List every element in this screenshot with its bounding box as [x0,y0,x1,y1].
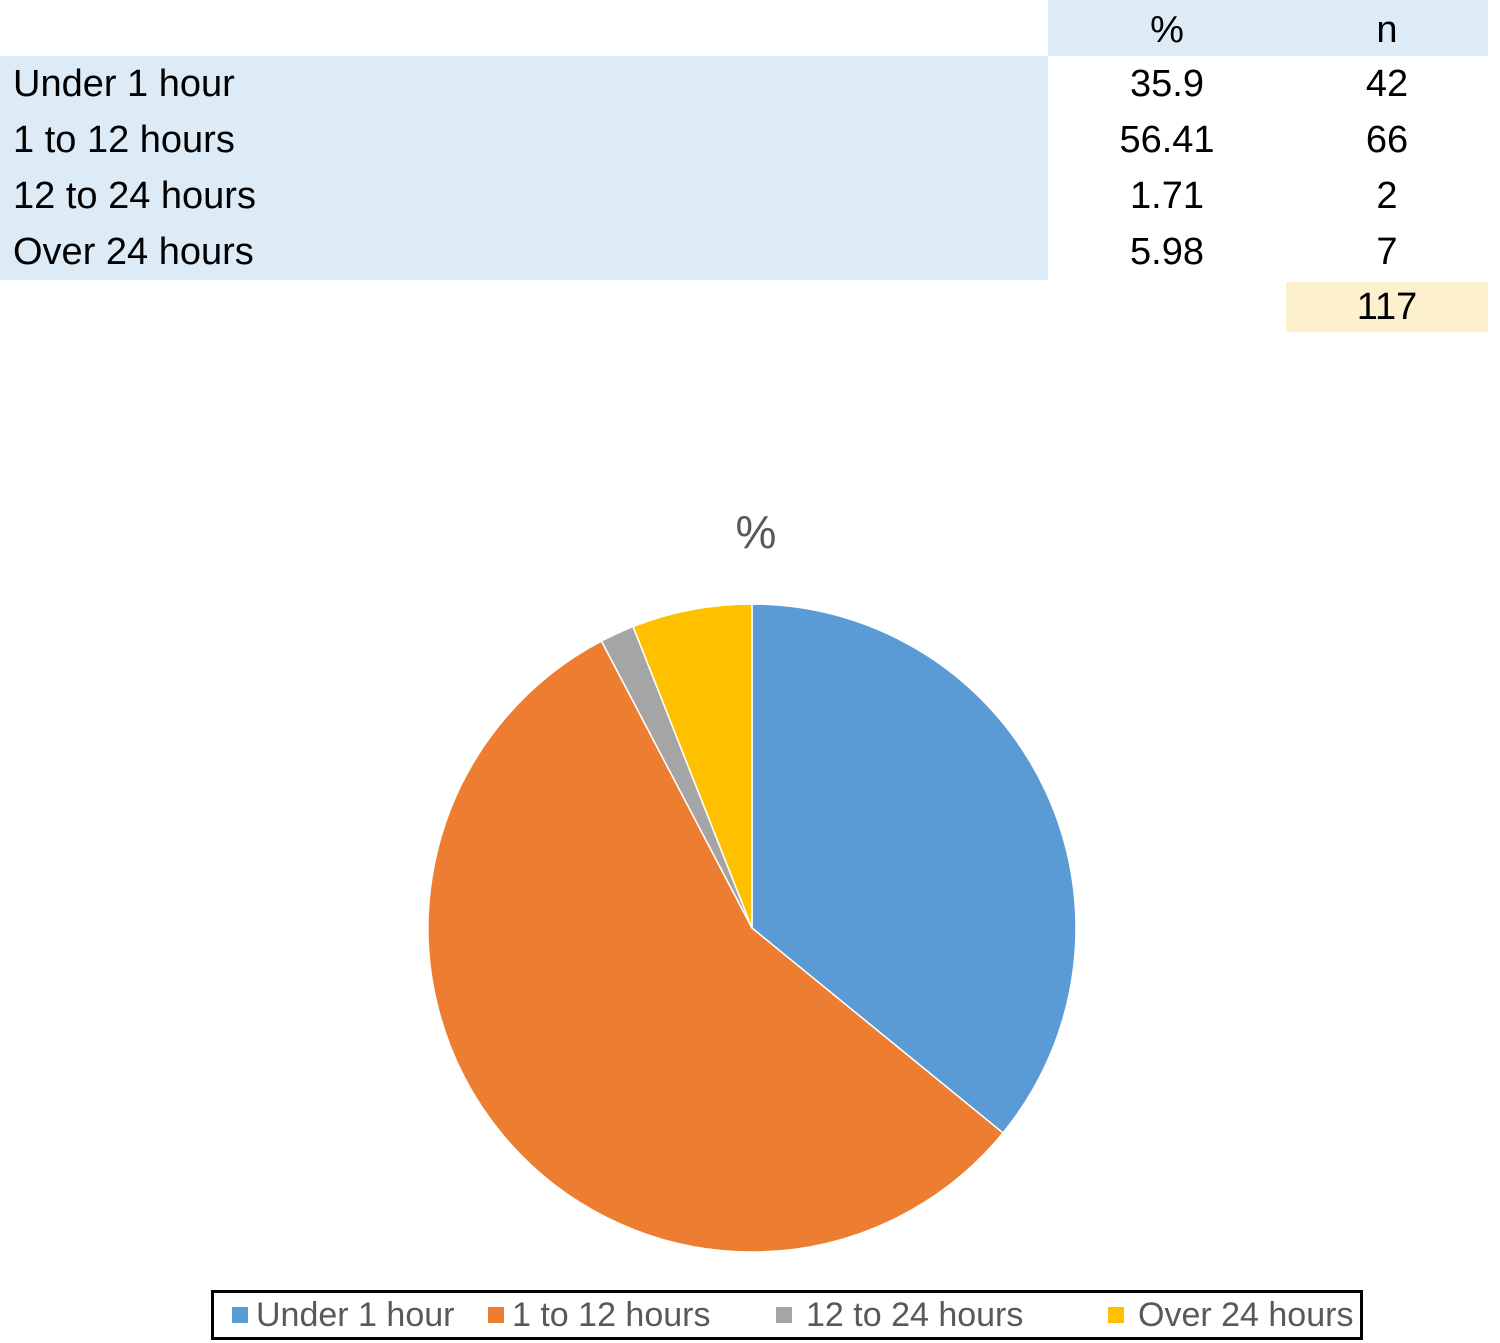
row-count: 7 [1376,231,1398,273]
legend-item-under-1-hour: Under 1 hour [232,1293,454,1337]
row-label: Over 24 hours [0,224,1048,280]
chart-title: % [735,506,777,558]
row-label: 12 to 24 hours [0,168,1048,224]
legend-swatch [488,1307,504,1324]
legend-item-over-24-hours: Over 24 hours [1108,1293,1353,1337]
table-row: 12 to 24 hours 1.71 2 [0,168,1500,224]
legend-label: 1 to 12 hours [512,1296,711,1334]
legend-swatch [1108,1307,1124,1324]
legend-item-12-to-24-hours: 12 to 24 hours [776,1293,1023,1337]
row-percent: 35.9 [1130,63,1204,105]
pie-slice-1-to-12-hours [427,640,1004,1253]
pie-slice-over-24-hours [632,603,753,929]
header-percent: % [1048,0,1286,56]
row-count: 2 [1376,175,1398,217]
chart-legend: Under 1 hour 1 to 12 hours 12 to 24 hour… [211,1290,1363,1340]
row-percent: 1.71 [1130,175,1204,217]
table-row: Under 1 hour 35.9 42 [0,56,1500,112]
row-percent: 56.41 [1119,119,1215,161]
legend-label: 12 to 24 hours [806,1296,1024,1334]
row-percent: 5.98 [1130,231,1204,273]
legend-swatch [776,1307,792,1324]
pie-slice-under-1-hour [751,603,1077,1135]
row-count: 66 [1365,119,1409,161]
row-label: 1 to 12 hours [0,112,1048,168]
legend-label: Under 1 hour [256,1296,455,1334]
row-label: Under 1 hour [0,56,1048,112]
table-row: Over 24 hours 5.98 7 [0,224,1500,280]
table-header-row: % n [0,0,1500,56]
row-count: 42 [1365,63,1409,105]
table-row: 1 to 12 hours 56.41 66 [0,112,1500,168]
legend-item-1-to-12-hours: 1 to 12 hours [488,1293,710,1337]
total-count: 117 [1286,282,1488,332]
legend-swatch [232,1307,248,1324]
header-count: n [1286,0,1488,56]
legend-label: Over 24 hours [1138,1296,1354,1334]
